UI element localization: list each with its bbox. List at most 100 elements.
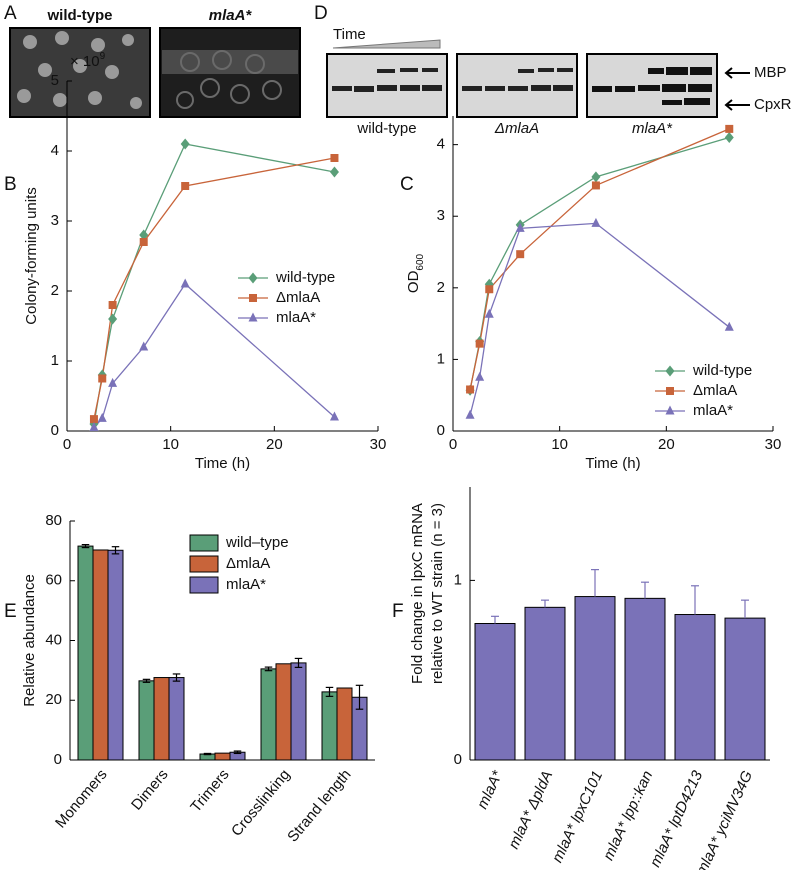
panel-label: D: [314, 3, 328, 24]
error-bar: [641, 581, 649, 599]
western-blot: [326, 53, 448, 118]
marker: [591, 217, 601, 227]
legend-marker: [665, 405, 675, 415]
series-line: [469, 136, 730, 391]
marker: [97, 412, 107, 422]
x-tick-label: Monomers: [52, 766, 111, 831]
legend-label: wild–type: [225, 534, 289, 551]
x-tick-label: 20: [266, 436, 283, 453]
error-bar: [81, 544, 90, 549]
x-tick-label: 0: [449, 436, 457, 453]
bar: [214, 752, 231, 761]
series-line: [469, 222, 730, 416]
bar: [168, 677, 185, 761]
marker: [591, 181, 600, 190]
y-tick-label: 1: [437, 350, 445, 367]
x-tick-label: Strand length: [284, 766, 354, 845]
y-tick-label: 0: [454, 751, 462, 768]
panel-label: E: [4, 601, 17, 622]
y-tick-label: 80: [45, 512, 62, 529]
x-tick-label: Crosslinking: [228, 766, 294, 840]
bar: [107, 549, 124, 761]
bar: [260, 668, 277, 761]
marker: [591, 171, 601, 183]
marker: [181, 182, 190, 190]
bar: [624, 597, 666, 761]
panel-label: B: [4, 174, 17, 195]
y-tick-label: 2: [51, 282, 59, 299]
panel-label: F: [392, 601, 404, 622]
marker: [330, 154, 339, 162]
y-tick-label: 20: [45, 691, 62, 708]
western-blot: [586, 53, 718, 118]
x-tick-label: mlaA*: [474, 767, 507, 812]
y-tick-label: 3: [51, 212, 59, 229]
marker: [139, 341, 149, 351]
legend-label: wild-type: [692, 362, 752, 379]
error-bar: [541, 599, 549, 608]
error-bar: [233, 750, 242, 755]
x-tick-label: mlaA* lptD4213: [647, 768, 707, 870]
y-axis-label: Relative abundance: [21, 574, 38, 707]
error-bar: [325, 686, 334, 697]
x-axis-label: Time (h): [585, 455, 640, 472]
marker: [485, 285, 494, 294]
time-label: Time: [333, 26, 366, 43]
legend-swatch: [189, 534, 219, 552]
band-label: MBP: [754, 64, 787, 81]
legend-marker: [665, 365, 675, 377]
marker: [180, 138, 190, 150]
y-tick-label: 1: [51, 352, 59, 369]
error-bar: [111, 546, 120, 555]
blot-label: ΔmlaA: [494, 120, 539, 137]
y-tick-label: 0: [51, 422, 59, 439]
panel-label: C: [400, 174, 414, 195]
marker: [329, 166, 339, 178]
image-label: wild-type: [46, 7, 112, 24]
legend-marker: [249, 294, 257, 302]
legend-label: mlaA*: [693, 402, 733, 419]
x-tick-label: 10: [551, 436, 568, 453]
error-bar: [591, 569, 599, 597]
multiplier-base: × 10: [70, 53, 100, 70]
legend-label: ΔmlaA: [276, 289, 320, 306]
y-tick-label: 4: [437, 136, 445, 153]
bar: [336, 687, 353, 761]
legend-label: ΔmlaA: [226, 555, 270, 572]
legend-swatch: [189, 576, 219, 594]
y-axis-label: Colony-forming units: [23, 187, 40, 325]
western-blot: [456, 53, 578, 118]
x-tick-label: 10: [162, 436, 179, 453]
bar: [524, 606, 566, 761]
arrow: [724, 99, 750, 111]
legend-marker: [248, 312, 258, 322]
y-tick-label: 1: [454, 571, 462, 588]
legend-label: wild-type: [275, 269, 335, 286]
y-tick-label: 2: [437, 279, 445, 296]
error-bar: [741, 599, 749, 619]
x-tick-label: 20: [658, 436, 675, 453]
y-tick-label: 60: [45, 572, 62, 589]
band-label: CpxR: [754, 96, 792, 113]
marker: [89, 415, 98, 424]
legend-swatch: [189, 555, 219, 573]
x-tick-label: 30: [370, 436, 387, 453]
marker: [108, 377, 118, 387]
series-line: [93, 157, 335, 420]
marker: [475, 339, 484, 348]
x-tick-label: Trimers: [187, 766, 232, 815]
marker: [139, 238, 148, 246]
legend-marker: [248, 272, 258, 284]
marker: [724, 321, 734, 331]
marker: [329, 411, 339, 421]
bar: [574, 596, 616, 761]
x-tick-label: mlaA* ΔpldA: [505, 768, 556, 852]
marker: [108, 313, 118, 325]
bar: [77, 545, 94, 761]
axis-multiplier: × 109: [70, 51, 106, 70]
marker: [98, 374, 107, 383]
arrow: [724, 67, 750, 79]
x-tick-label: 0: [63, 436, 71, 453]
marker: [465, 409, 475, 419]
